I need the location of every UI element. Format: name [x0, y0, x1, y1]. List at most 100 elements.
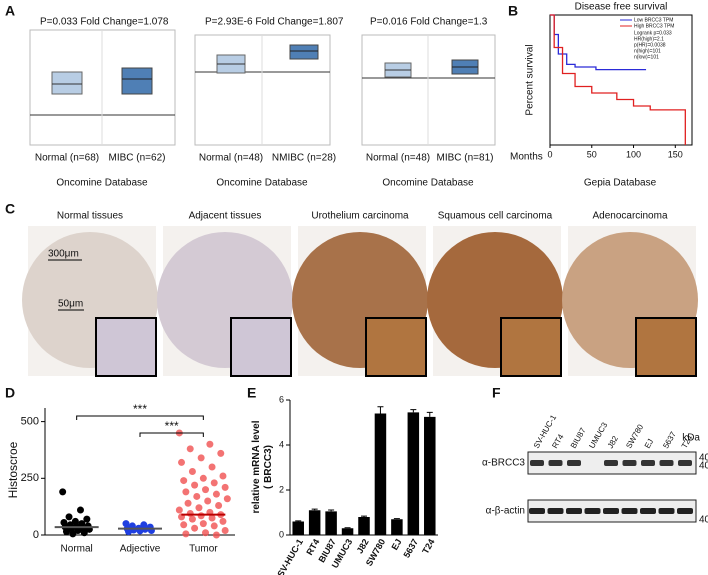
size: 40: [699, 515, 708, 526]
data-point: [191, 481, 199, 489]
row-label: α-β-actin: [486, 506, 525, 517]
data-point: [178, 458, 186, 466]
source: Gepia Database: [584, 178, 657, 189]
bar: [292, 521, 304, 535]
inset: [635, 317, 697, 377]
chart-title: Disease free survival: [575, 2, 668, 13]
tissue-images: Normal tissues Adjacent tissues Urothelium…: [22, 211, 698, 377]
band: [604, 460, 618, 466]
band: [530, 460, 544, 466]
bar: [358, 517, 370, 535]
scale-bar-label: 50μm: [58, 299, 83, 310]
legend-stat: Logrank p=0.033: [634, 30, 672, 36]
size: 40: [699, 453, 708, 464]
x-tick-label: SV-HUC-1: [275, 537, 305, 575]
data-point: [188, 515, 196, 523]
legend-stat: n(high)=101: [634, 48, 661, 54]
data-point: [197, 454, 205, 462]
data-point: [69, 530, 77, 538]
bar: [341, 528, 354, 535]
y-tick-label: 250: [21, 472, 39, 484]
bracket: [76, 415, 204, 420]
tissue-title: Adjacent tissues: [189, 211, 262, 222]
x-tick-label: T24: [420, 537, 436, 555]
group-label: MIBC (n=81): [437, 153, 494, 164]
data-point: [219, 517, 227, 525]
panel-label: D: [5, 385, 15, 401]
error-bar: [328, 509, 335, 512]
data-point: [186, 445, 194, 453]
group-label: Normal (n=48): [366, 153, 430, 164]
band: [678, 460, 692, 466]
data-point: [125, 528, 133, 536]
bracket: [139, 432, 204, 437]
error-bar: [426, 411, 433, 417]
x-tick-label: 100: [626, 149, 641, 159]
bar: [407, 412, 420, 535]
band: [529, 508, 545, 514]
data-point: [221, 526, 229, 534]
panel-label: C: [5, 201, 15, 217]
box: [51, 71, 83, 95]
y-axis-label: Percent survival: [525, 44, 536, 115]
panel-label: E: [247, 385, 256, 401]
data-point: [199, 474, 207, 482]
data-point: [221, 483, 229, 491]
error-bar: [393, 518, 400, 520]
source: Oncomine Database: [216, 178, 308, 189]
band: [547, 508, 564, 514]
stats: P=0.033 Fold Change=1.078: [40, 17, 169, 28]
tissue-title: Squamous cell carcinoma: [438, 211, 553, 222]
inset: [95, 317, 157, 377]
inset: [230, 317, 292, 377]
band: [567, 460, 581, 466]
band: [658, 508, 675, 514]
band: [677, 508, 693, 514]
legend-entry: High BRCC3 TPM: [634, 23, 674, 29]
data-point: [208, 514, 216, 522]
x-tick-label: EJ: [390, 537, 404, 552]
data-point: [195, 504, 203, 512]
data-point: [202, 529, 210, 537]
bar: [391, 519, 403, 535]
source: Oncomine Database: [56, 178, 148, 189]
data-point: [59, 488, 67, 496]
bar: [308, 510, 321, 535]
stats: P=2.93E-6 Fold Change=1.807: [205, 17, 344, 28]
data-point: [217, 449, 225, 457]
band: [566, 508, 582, 514]
x-tick-label: 0: [547, 149, 552, 159]
box: [121, 67, 153, 95]
size: 40: [699, 461, 708, 472]
data-point: [199, 520, 207, 528]
panel-label: B: [508, 3, 518, 19]
data-point: [223, 495, 231, 503]
inset: [365, 317, 427, 377]
x-tick-label: Tumor: [189, 544, 218, 555]
x-tick-label: 150: [668, 149, 683, 159]
data-point: [80, 529, 88, 537]
data-point: [193, 492, 201, 500]
band: [585, 460, 600, 466]
data-point: [188, 468, 196, 475]
bar: [325, 511, 337, 535]
data-point: [208, 463, 216, 471]
stats: P=0.016 Fold Change=1.3: [370, 17, 488, 28]
bar: [374, 413, 387, 535]
data-point: [206, 440, 214, 448]
x-tick-label: 5637: [401, 537, 420, 559]
legend-stat: p(HR)=0.0038: [634, 42, 666, 48]
data-point: [180, 477, 188, 485]
data-point: [184, 499, 192, 507]
data-point: [210, 522, 218, 530]
source: Oncomine Database: [382, 178, 474, 189]
band: [584, 508, 601, 514]
unit: kDa: [682, 433, 700, 444]
x-tick-label: 50: [587, 149, 597, 159]
y-tick-label: 0: [279, 529, 284, 539]
data-point: [202, 486, 210, 494]
data-point: [212, 490, 220, 498]
data-point: [62, 528, 70, 536]
box-plots: [29, 29, 496, 146]
data-point: [210, 479, 218, 487]
